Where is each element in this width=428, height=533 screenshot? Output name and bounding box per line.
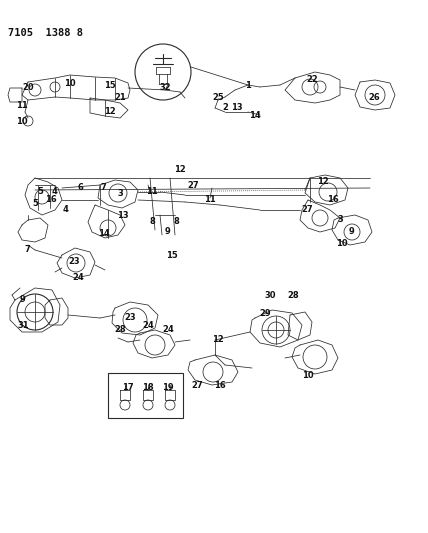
Bar [108, 373, 183, 418]
Text: 12: 12 [174, 166, 186, 174]
Text: 12: 12 [104, 108, 116, 117]
Text: 22: 22 [306, 76, 318, 85]
Text: 23: 23 [68, 257, 80, 266]
Text: 10: 10 [16, 117, 28, 126]
Text: 15: 15 [104, 80, 116, 90]
Text: 24: 24 [72, 273, 84, 282]
Text: 12: 12 [212, 335, 224, 344]
Text: 28: 28 [114, 326, 126, 335]
Text: 5: 5 [32, 198, 38, 207]
Text: 29: 29 [259, 309, 271, 318]
Text: 23: 23 [124, 312, 136, 321]
Text: 2: 2 [222, 102, 228, 111]
Text: 9: 9 [165, 228, 171, 237]
Text: 24: 24 [162, 326, 174, 335]
Text: 30: 30 [264, 290, 276, 300]
Text: 12: 12 [317, 177, 329, 187]
Text: 14: 14 [249, 110, 261, 119]
Text: 10: 10 [64, 78, 76, 87]
Text: 14: 14 [98, 229, 110, 238]
Text: 7: 7 [100, 183, 106, 192]
Text: 7105  1388 8: 7105 1388 8 [8, 28, 83, 38]
Text: 11: 11 [16, 101, 28, 109]
Text: 27: 27 [187, 181, 199, 190]
Text: 3: 3 [337, 215, 343, 224]
Text: 26: 26 [368, 93, 380, 102]
Text: 9: 9 [349, 228, 355, 237]
Text: 11: 11 [204, 196, 216, 205]
Text: 20: 20 [22, 83, 34, 92]
Text: 8: 8 [149, 217, 155, 227]
Text: 27: 27 [191, 381, 203, 390]
Text: 9: 9 [20, 295, 26, 304]
Text: 19: 19 [162, 384, 174, 392]
Text: 11: 11 [146, 188, 158, 197]
Text: 5: 5 [37, 187, 43, 196]
Text: 15: 15 [166, 251, 178, 260]
Text: 8: 8 [173, 217, 179, 227]
Text: 13: 13 [117, 211, 129, 220]
Text: 16: 16 [327, 196, 339, 205]
Text: 31: 31 [17, 320, 29, 329]
Text: 1: 1 [245, 80, 251, 90]
Text: 16: 16 [214, 381, 226, 390]
Text: 32: 32 [159, 84, 171, 93]
Text: 13: 13 [231, 102, 243, 111]
Text: 21: 21 [114, 93, 126, 102]
Text: 10: 10 [336, 239, 348, 248]
Text: 28: 28 [287, 290, 299, 300]
Text: 18: 18 [142, 384, 154, 392]
Text: 7: 7 [24, 246, 30, 254]
Text: 4: 4 [63, 206, 69, 214]
Text: 27: 27 [301, 206, 313, 214]
Text: 16: 16 [45, 196, 57, 205]
Text: 4: 4 [52, 187, 58, 196]
Text: 25: 25 [212, 93, 224, 101]
Text: 17: 17 [122, 384, 134, 392]
Text: 24: 24 [142, 320, 154, 329]
Text: 10: 10 [302, 370, 314, 379]
Text: 3: 3 [117, 189, 123, 198]
Text: 6: 6 [77, 183, 83, 192]
